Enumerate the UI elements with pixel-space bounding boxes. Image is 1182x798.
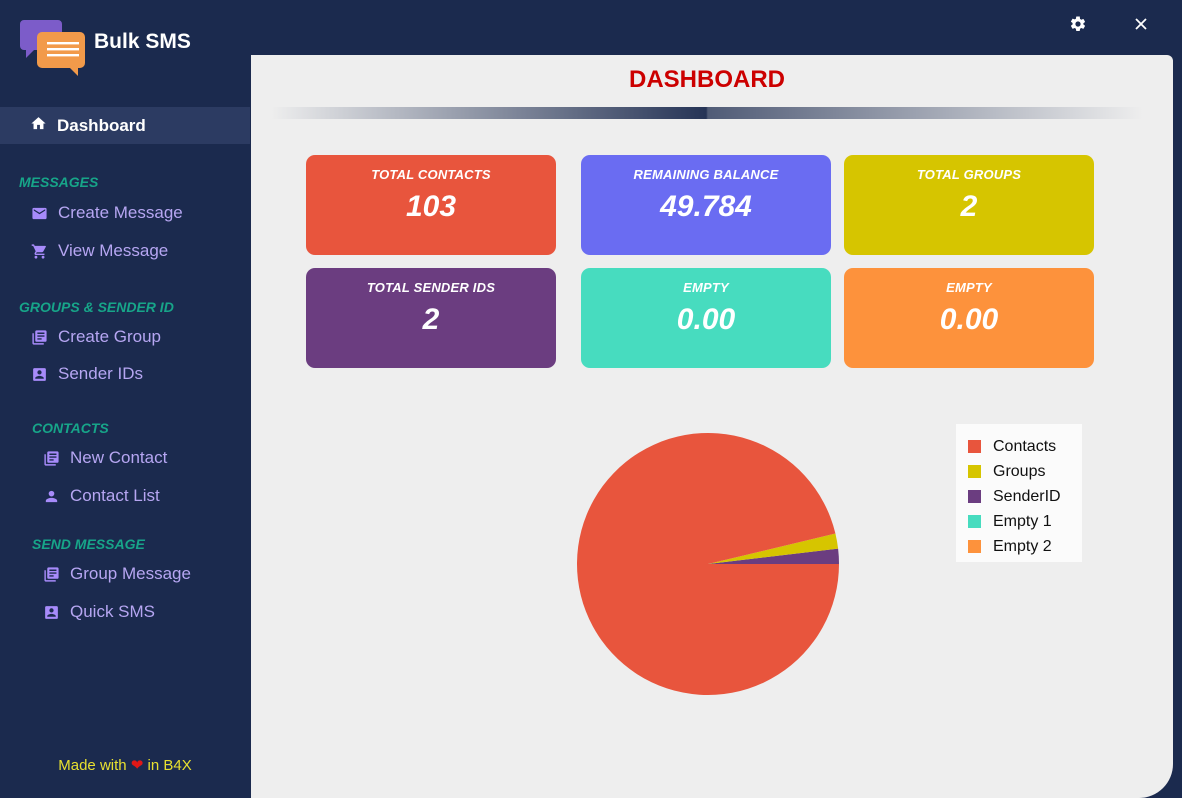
mail-icon <box>30 204 48 222</box>
sidebar-item-label: Group Message <box>70 564 191 583</box>
list-icon <box>30 328 48 346</box>
legend-item: Empty 2 <box>956 534 1082 559</box>
list-icon <box>42 449 60 467</box>
legend-swatch <box>968 440 981 453</box>
card-total-sender-ids: TOTAL SENDER IDS 2 <box>306 268 556 368</box>
sidebar-item-label: New Contact <box>70 448 168 467</box>
card-value: 49.784 <box>660 190 752 223</box>
legend-swatch <box>968 515 981 528</box>
sidebar: Bulk SMS Dashboard MESSAGES Create Messa… <box>0 0 250 798</box>
card-label: TOTAL CONTACTS <box>371 167 491 182</box>
home-icon <box>30 115 47 137</box>
card-empty-2: EMPTY 0.00 <box>844 268 1094 368</box>
app-title: Bulk SMS <box>94 30 191 53</box>
sidebar-item-create-message[interactable]: Create Message <box>30 203 183 223</box>
card-total-groups: TOTAL GROUPS 2 <box>844 155 1094 255</box>
page-title: DASHBOARD <box>629 66 785 93</box>
close-icon <box>1135 18 1147 30</box>
legend-item: Groups <box>956 459 1082 484</box>
legend-swatch <box>968 465 981 478</box>
card-label: TOTAL SENDER IDS <box>366 280 496 295</box>
pie-slice-senderid <box>708 548 839 564</box>
card-value: 2 <box>960 190 978 223</box>
legend-label: SenderID <box>993 487 1061 505</box>
cart-icon <box>30 242 48 260</box>
legend-label: Groups <box>993 462 1046 480</box>
sidebar-item-create-group[interactable]: Create Group <box>30 327 161 347</box>
sidebar-item-dashboard[interactable]: Dashboard <box>0 107 250 144</box>
card-label: REMAINING BALANCE <box>633 167 779 182</box>
brand: Bulk SMS <box>20 18 191 78</box>
dashboard-panel: DASHBOARD TOTAL CONTACTS 103 REMAINING B… <box>251 55 1173 798</box>
legend-swatch <box>968 490 981 503</box>
sidebar-item-label: Create Group <box>58 327 161 346</box>
card-value: 0.00 <box>939 303 999 336</box>
sidebar-item-group-message[interactable]: Group Message <box>42 564 191 584</box>
legend-label: Empty 1 <box>993 512 1052 530</box>
footer-credit: Made with ❤ in B4X <box>0 756 250 774</box>
chat-bubbles-logo-icon <box>20 18 88 78</box>
sidebar-item-label: Dashboard <box>57 115 146 135</box>
id-card-icon <box>42 603 60 621</box>
legend-label: Contacts <box>993 437 1057 455</box>
chart-legend: Contacts Groups SenderID Empty 1 Empty 2 <box>956 424 1082 562</box>
section-contacts: CONTACTS <box>32 420 109 436</box>
section-send-message: SEND MESSAGE <box>32 536 145 552</box>
card-total-contacts: TOTAL CONTACTS 103 <box>306 155 556 255</box>
card-label: TOTAL GROUPS <box>916 167 1022 182</box>
card-label: EMPTY <box>946 280 992 295</box>
title-divider <box>271 107 1143 119</box>
heart-icon: ❤ <box>130 757 144 774</box>
card-label: EMPTY <box>683 280 729 295</box>
legend-item: Contacts <box>956 434 1082 459</box>
sidebar-item-label: Create Message <box>58 203 183 222</box>
pie-slice-contacts <box>577 432 839 695</box>
sidebar-item-view-message[interactable]: View Message <box>30 241 168 261</box>
legend-label: Empty 2 <box>993 537 1052 555</box>
sidebar-item-quick-sms[interactable]: Quick SMS <box>42 602 155 622</box>
card-value: 2 <box>422 303 440 336</box>
sidebar-item-label: Quick SMS <box>70 602 156 621</box>
sidebar-item-sender-ids[interactable]: Sender IDs <box>30 364 143 384</box>
sidebar-item-label: View Message <box>58 241 169 260</box>
section-groups-sender-id: GROUPS & SENDER ID <box>19 299 174 315</box>
card-empty-1: EMPTY 0.00 <box>581 268 831 368</box>
sidebar-item-label: Contact List <box>70 486 160 505</box>
legend-item: Empty 1 <box>956 509 1082 534</box>
gear-icon <box>1070 16 1086 31</box>
legend-item: SenderID <box>956 484 1082 509</box>
sidebar-item-contact-list[interactable]: Contact List <box>42 486 160 506</box>
list-icon <box>42 565 60 583</box>
sidebar-item-new-contact[interactable]: New Contact <box>42 448 167 468</box>
legend-swatch <box>968 540 981 553</box>
pie-slice-groups <box>708 533 839 564</box>
settings-button[interactable] <box>1066 12 1090 36</box>
card-value: 0.00 <box>676 303 736 336</box>
id-card-icon <box>30 365 48 383</box>
footer-pre: Made with <box>58 757 127 774</box>
card-remaining-balance: REMAINING BALANCE 49.784 <box>581 155 831 255</box>
close-button[interactable] <box>1129 12 1153 36</box>
sidebar-item-label: Sender IDs <box>58 364 144 383</box>
person-icon <box>42 487 60 505</box>
card-value: 103 <box>405 190 457 223</box>
footer-post: in B4X <box>147 757 192 774</box>
pie-chart <box>577 432 839 695</box>
section-messages: MESSAGES <box>19 174 99 190</box>
